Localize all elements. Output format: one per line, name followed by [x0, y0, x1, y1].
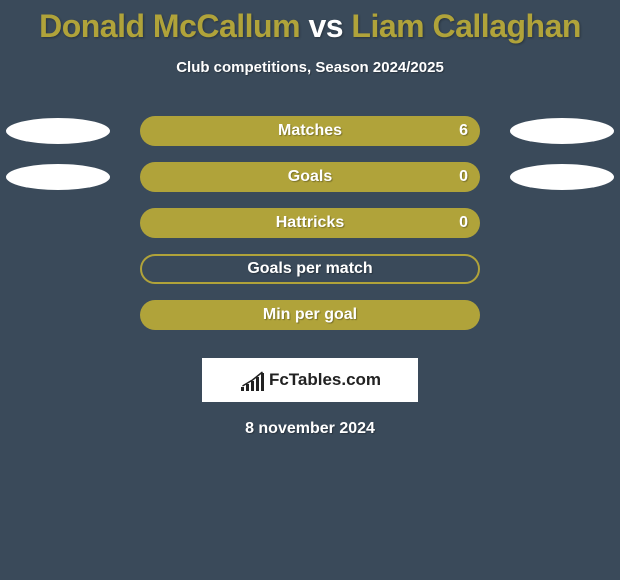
- stat-label: Matches: [278, 122, 342, 140]
- stats-block: Matches 6 Goals 0 Hattricks 0 Goals per match M…: [0, 118, 620, 348]
- infographic-container: Donald McCallum vs Liam Callaghan Club c…: [0, 0, 620, 438]
- stat-label: Min per goal: [263, 306, 357, 324]
- player1-name: Donald McCallum: [39, 8, 300, 44]
- stat-row: Min per goal: [0, 302, 620, 348]
- player2-name: Liam Callaghan: [351, 8, 581, 44]
- logo-text: FcTables.com: [269, 370, 381, 390]
- stat-label: Goals per match: [247, 260, 372, 278]
- subtitle: Club competitions, Season 2024/2025: [0, 59, 620, 76]
- player-ellipse-left: [6, 118, 110, 144]
- stat-row: Goals per match: [0, 256, 620, 302]
- stat-bar: Min per goal: [140, 300, 480, 330]
- stat-row: Hattricks 0: [0, 210, 620, 256]
- stat-value: 6: [459, 122, 468, 140]
- stat-value: 0: [459, 168, 468, 186]
- stat-bar: Goals per match: [140, 254, 480, 284]
- player-ellipse-right: [510, 118, 614, 144]
- player-ellipse-left: [6, 164, 110, 190]
- stat-bar: Goals 0: [140, 162, 480, 192]
- barchart-icon: [239, 369, 265, 391]
- stat-label: Goals: [288, 168, 332, 186]
- stat-bar: Hattricks 0: [140, 208, 480, 238]
- date-text: 8 november 2024: [0, 420, 620, 438]
- stat-bar: Matches 6: [140, 116, 480, 146]
- stat-row: Goals 0: [0, 164, 620, 210]
- player-ellipse-right: [510, 164, 614, 190]
- page-title: Donald McCallum vs Liam Callaghan: [0, 8, 620, 45]
- stat-value: 0: [459, 214, 468, 232]
- vs-text: vs: [308, 8, 343, 44]
- logo-box: FcTables.com: [202, 358, 418, 402]
- stat-label: Hattricks: [276, 214, 344, 232]
- stat-row: Matches 6: [0, 118, 620, 164]
